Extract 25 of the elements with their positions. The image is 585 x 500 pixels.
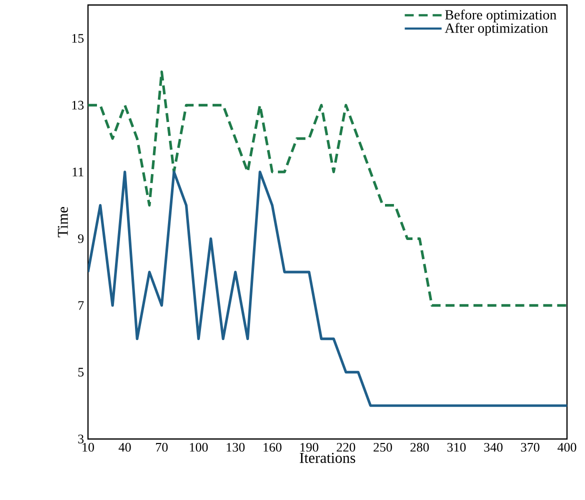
x-tick-label: 280 [410, 442, 429, 452]
x-tick-label: 10 [82, 442, 94, 452]
legend-label: Before optimization [445, 10, 556, 22]
x-tick-label: 190 [300, 442, 318, 452]
x-tick-label: 340 [484, 442, 503, 452]
x-tick-label: 100 [190, 442, 208, 452]
y-tick-label: 5 [78, 368, 84, 377]
x-tick-label: 70 [156, 442, 168, 452]
x-tick-label: 400 [558, 442, 576, 452]
y-tick-label: 11 [72, 168, 84, 176]
x-tick-label: 370 [521, 442, 540, 452]
y-axis-title: Time [58, 207, 68, 238]
x-tick-label: 310 [447, 442, 466, 452]
x-axis-title: Iterations [300, 452, 356, 463]
x-tick-label: 160 [264, 442, 282, 452]
legend-label: After optimization [444, 22, 548, 36]
y-tick-label: 15 [72, 34, 84, 43]
x-tick-label: 250 [374, 442, 392, 452]
y-tick-label: 9 [78, 234, 84, 244]
x-tick-label: 40 [118, 442, 131, 452]
y-tick-label: 7 [78, 301, 84, 310]
y-tick-label: 3 [78, 434, 84, 444]
y-tick-label: 13 [72, 100, 84, 110]
x-tick-label: 130 [226, 442, 245, 452]
x-tick-label: 220 [336, 442, 356, 452]
